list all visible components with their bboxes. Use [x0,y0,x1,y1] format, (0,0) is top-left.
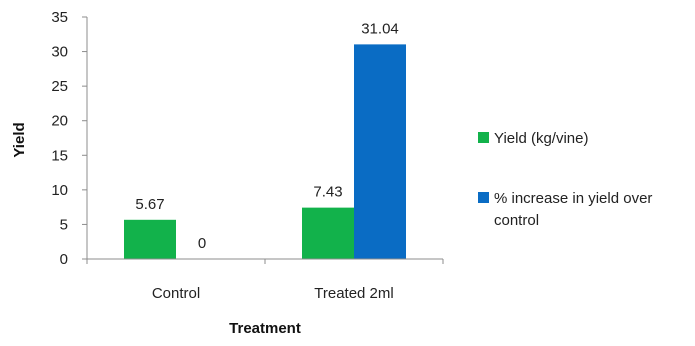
x-category-label: Treated 2ml [314,285,393,302]
data-label: 31.04 [361,20,399,37]
data-label: 0 [198,235,206,252]
y-tick-label: 30 [51,44,68,61]
y-axis-title: Yield [11,122,28,157]
y-tick-label: 15 [51,147,68,164]
x-axis-title: Treatment [229,320,301,337]
x-axis: Control Treated 2ml [86,259,444,302]
y-tick-label: 0 [60,251,68,268]
y-tick-label: 10 [51,182,68,199]
data-label: 5.67 [135,196,164,213]
bar-yield [302,207,354,259]
legend-label-increase: % increase in yield over control [494,190,653,229]
x-category-label: Control [152,285,200,302]
legend-item-yield: Yield (kg/vine) [478,128,588,150]
bars [124,44,406,260]
bar-yield [124,219,176,259]
data-labels: 5.67 0 7.43 31.04 [135,20,398,252]
bar-increase [354,44,406,260]
y-tick-label: 25 [51,78,68,95]
y-tick-label: 5 [60,216,68,233]
legend-label-yield: Yield (kg/vine) [494,130,589,147]
y-tick-label: 20 [51,113,68,130]
legend-item-increase: % increase in yield over control [478,188,693,232]
y-tick-label: 35 [51,9,68,26]
data-label: 7.43 [313,184,342,201]
legend-swatch-yield [478,132,489,143]
y-axis: 0 5 10 15 20 25 30 35 [51,9,87,268]
legend-swatch-increase [478,192,489,203]
